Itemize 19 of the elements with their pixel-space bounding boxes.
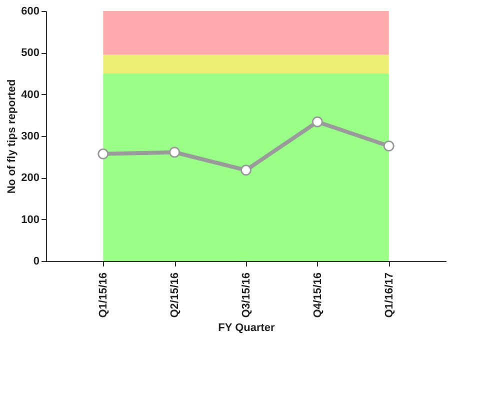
point xyxy=(98,148,109,160)
x-tick-label: Q4/15/16 xyxy=(312,272,324,318)
x-tick-label: Q3/15/16 xyxy=(240,272,252,318)
y-tick-label: 500 xyxy=(21,47,40,60)
y-tick-label: 300 xyxy=(21,130,40,142)
x-tick-label: Q1/16/17 xyxy=(383,272,396,318)
y-tick-label: 400 xyxy=(21,88,40,101)
point xyxy=(169,146,180,158)
y-tick-label: 100 xyxy=(21,214,40,226)
point xyxy=(240,164,252,176)
x-tick-label: Q2/15/16 xyxy=(169,272,182,318)
y-axis-title: No of fly tips reported xyxy=(6,79,18,194)
y-tick-label: 200 xyxy=(21,172,40,184)
y-tick-label: 600 xyxy=(21,6,40,18)
x-tick-label: Q1/15/16 xyxy=(98,272,110,318)
y-tick-label: 0 xyxy=(33,256,40,268)
point xyxy=(312,116,323,128)
point xyxy=(383,140,394,152)
x-axis-title: FY Quarter xyxy=(218,322,276,334)
